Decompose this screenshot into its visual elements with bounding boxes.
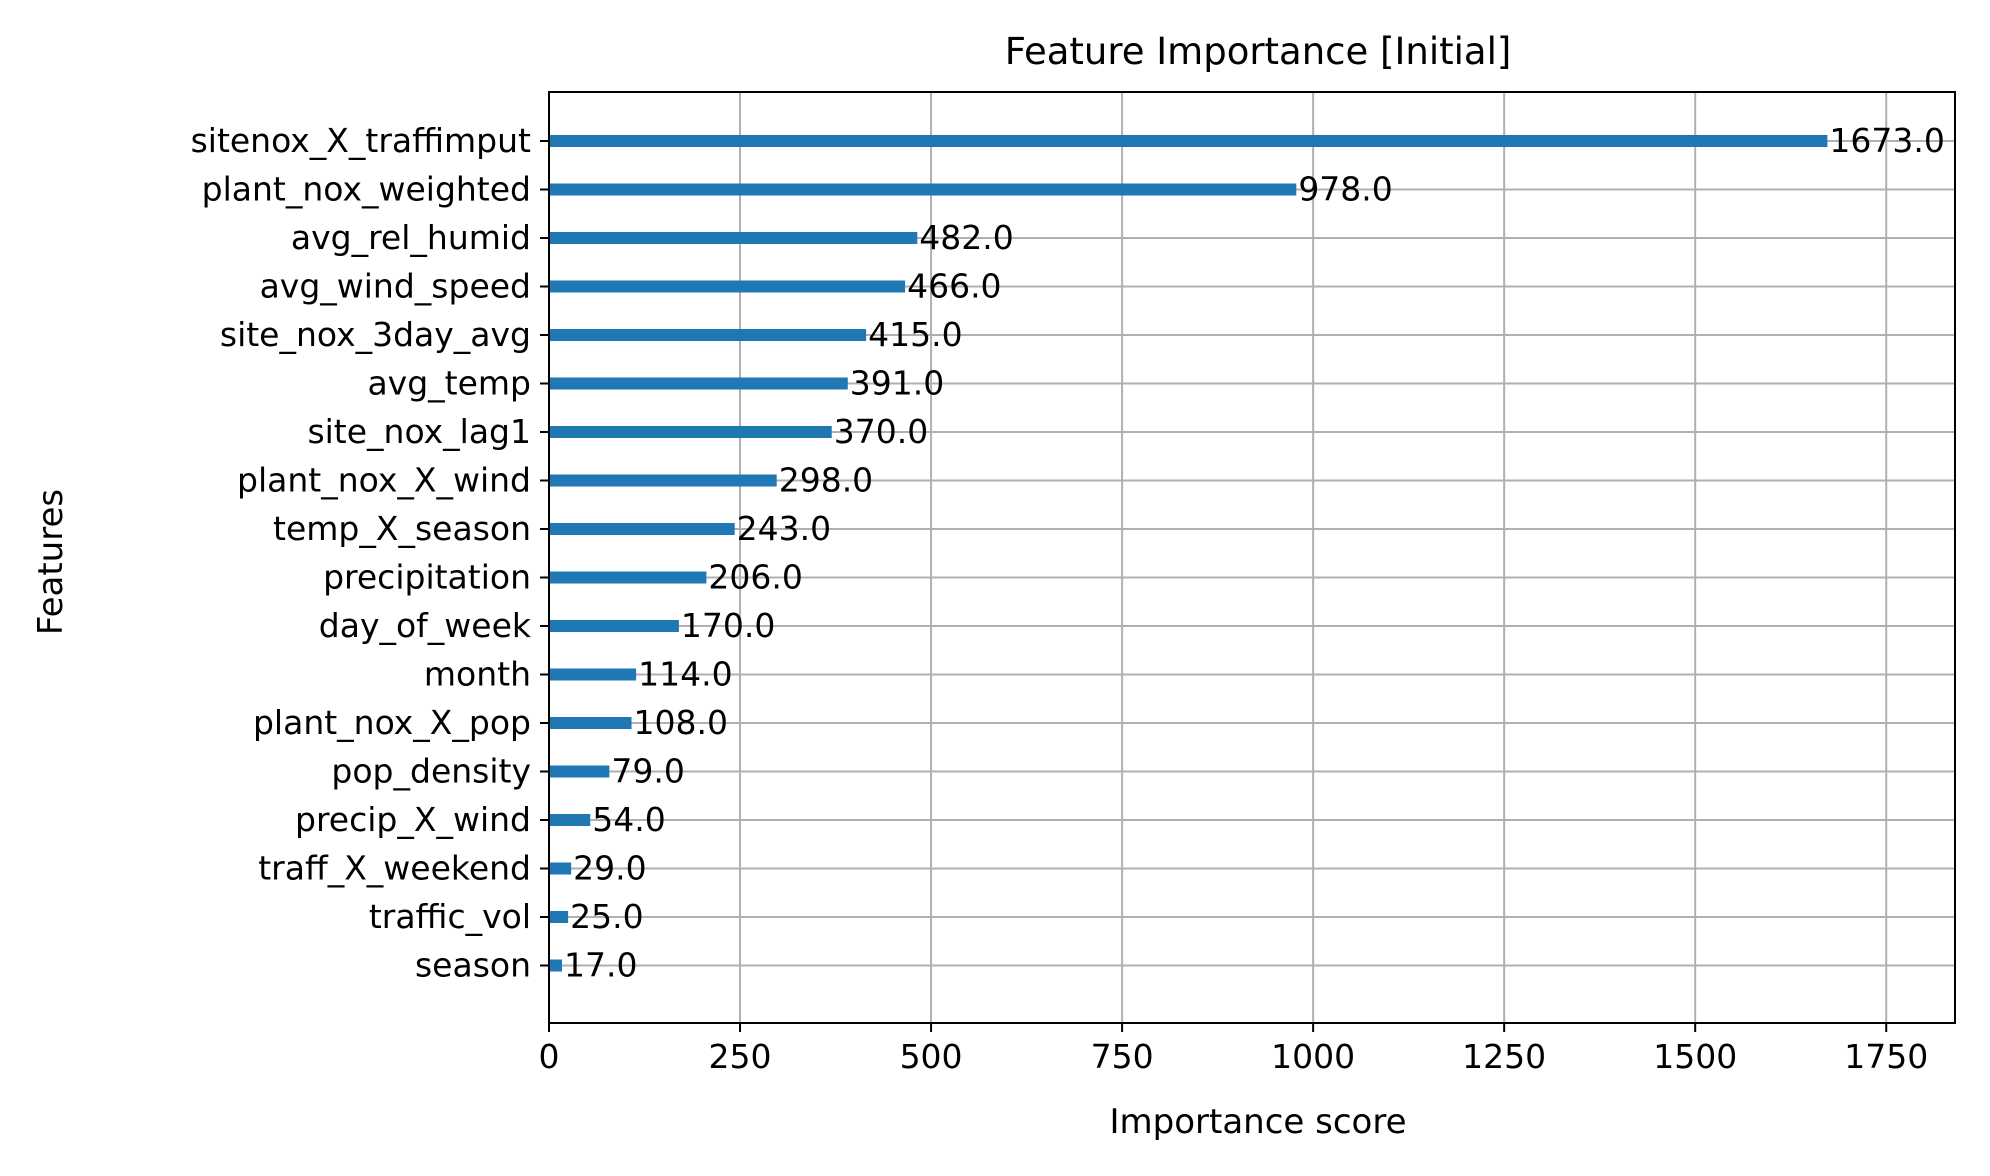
y-tick-label: temp_X_season bbox=[273, 509, 531, 548]
bar-value-label: 29.0 bbox=[573, 849, 646, 888]
bar-value-label: 370.0 bbox=[834, 412, 928, 451]
bar bbox=[549, 280, 906, 293]
x-tick-label: 1250 bbox=[1462, 1037, 1546, 1076]
bar-value-label: 54.0 bbox=[592, 800, 665, 839]
bar bbox=[549, 232, 918, 244]
bar-value-label: 243.0 bbox=[737, 509, 831, 548]
x-tick-label: 1000 bbox=[1271, 1037, 1355, 1076]
x-tick-label: 1750 bbox=[1844, 1037, 1928, 1076]
bar bbox=[549, 571, 707, 584]
tick-layer: 0 250 500 750 1000 1250 1500 1750 bbox=[539, 140, 1928, 1076]
y-tick-label: precip_X_wind bbox=[295, 800, 531, 839]
y-tick-label: plant_nox_X_pop bbox=[253, 703, 531, 742]
x-tick-label: 250 bbox=[709, 1037, 772, 1076]
y-tick-label: day_of_week bbox=[319, 606, 532, 645]
bar bbox=[549, 377, 848, 390]
bar bbox=[549, 959, 562, 972]
y-tick-label: site_nox_lag1 bbox=[307, 412, 531, 451]
x-tick-label: 0 bbox=[539, 1037, 560, 1076]
bar-value-label: 298.0 bbox=[779, 461, 873, 500]
y-tick-label: traff_X_weekend bbox=[258, 849, 531, 888]
bar bbox=[549, 183, 1297, 196]
bar-value-label: 25.0 bbox=[570, 897, 643, 936]
bar-value-label: 114.0 bbox=[638, 655, 732, 694]
y-tick-label: plant_nox_weighted bbox=[202, 170, 531, 209]
y-tick-label: site_nox_3day_avg bbox=[220, 315, 531, 354]
y-tick-label: plant_nox_X_wind bbox=[237, 461, 531, 500]
y-tick-label: month bbox=[424, 655, 531, 694]
bar bbox=[549, 474, 777, 487]
bar bbox=[549, 668, 637, 681]
bar bbox=[549, 329, 867, 341]
bar-value-label: 108.0 bbox=[634, 703, 728, 742]
y-tick-label: sitenox_X_traffimput bbox=[191, 121, 531, 160]
bar-value-label: 1673.0 bbox=[1829, 121, 1944, 160]
y-tick-label: traffic_vol bbox=[369, 897, 531, 936]
x-tick-label: 500 bbox=[900, 1037, 963, 1076]
bar bbox=[549, 426, 832, 438]
bar bbox=[549, 911, 569, 923]
bar bbox=[549, 523, 735, 535]
bar bbox=[549, 717, 632, 729]
bar-value-label: 415.0 bbox=[868, 315, 962, 354]
x-tick-label: 1500 bbox=[1653, 1037, 1737, 1076]
y-tick-label: season bbox=[415, 946, 531, 985]
x-tick-label: 750 bbox=[1091, 1037, 1154, 1076]
bar-value-label: 79.0 bbox=[611, 752, 684, 791]
bar-value-label: 170.0 bbox=[681, 606, 775, 645]
y-tick-label: pop_density bbox=[331, 752, 531, 791]
bar bbox=[549, 814, 591, 826]
bar-value-label: 466.0 bbox=[907, 267, 1001, 306]
label-layer: sitenox_X_traffimput 1673.0 plant_nox_weig… bbox=[191, 121, 1945, 985]
y-tick-label: avg_temp bbox=[367, 364, 531, 403]
bar bbox=[549, 135, 1828, 147]
bar-value-label: 978.0 bbox=[1298, 170, 1392, 209]
y-axis-label: Features bbox=[31, 489, 71, 635]
bar-value-label: 206.0 bbox=[708, 558, 802, 597]
bar-value-label: 17.0 bbox=[564, 946, 637, 985]
bar bbox=[549, 765, 610, 778]
bar bbox=[549, 862, 572, 875]
bar-value-label: 482.0 bbox=[919, 218, 1013, 257]
x-axis-label: Importance score bbox=[1109, 1102, 1406, 1142]
bar bbox=[549, 620, 679, 632]
bar-layer bbox=[549, 135, 1828, 972]
y-tick-label: precipitation bbox=[323, 558, 531, 597]
bar-value-label: 391.0 bbox=[850, 364, 944, 403]
y-tick-label: avg_rel_humid bbox=[291, 218, 531, 257]
plot-frame bbox=[548, 91, 1956, 1024]
chart-title: Feature Importance [Initial] bbox=[1005, 30, 1512, 73]
y-tick-label: avg_wind_speed bbox=[260, 267, 531, 306]
